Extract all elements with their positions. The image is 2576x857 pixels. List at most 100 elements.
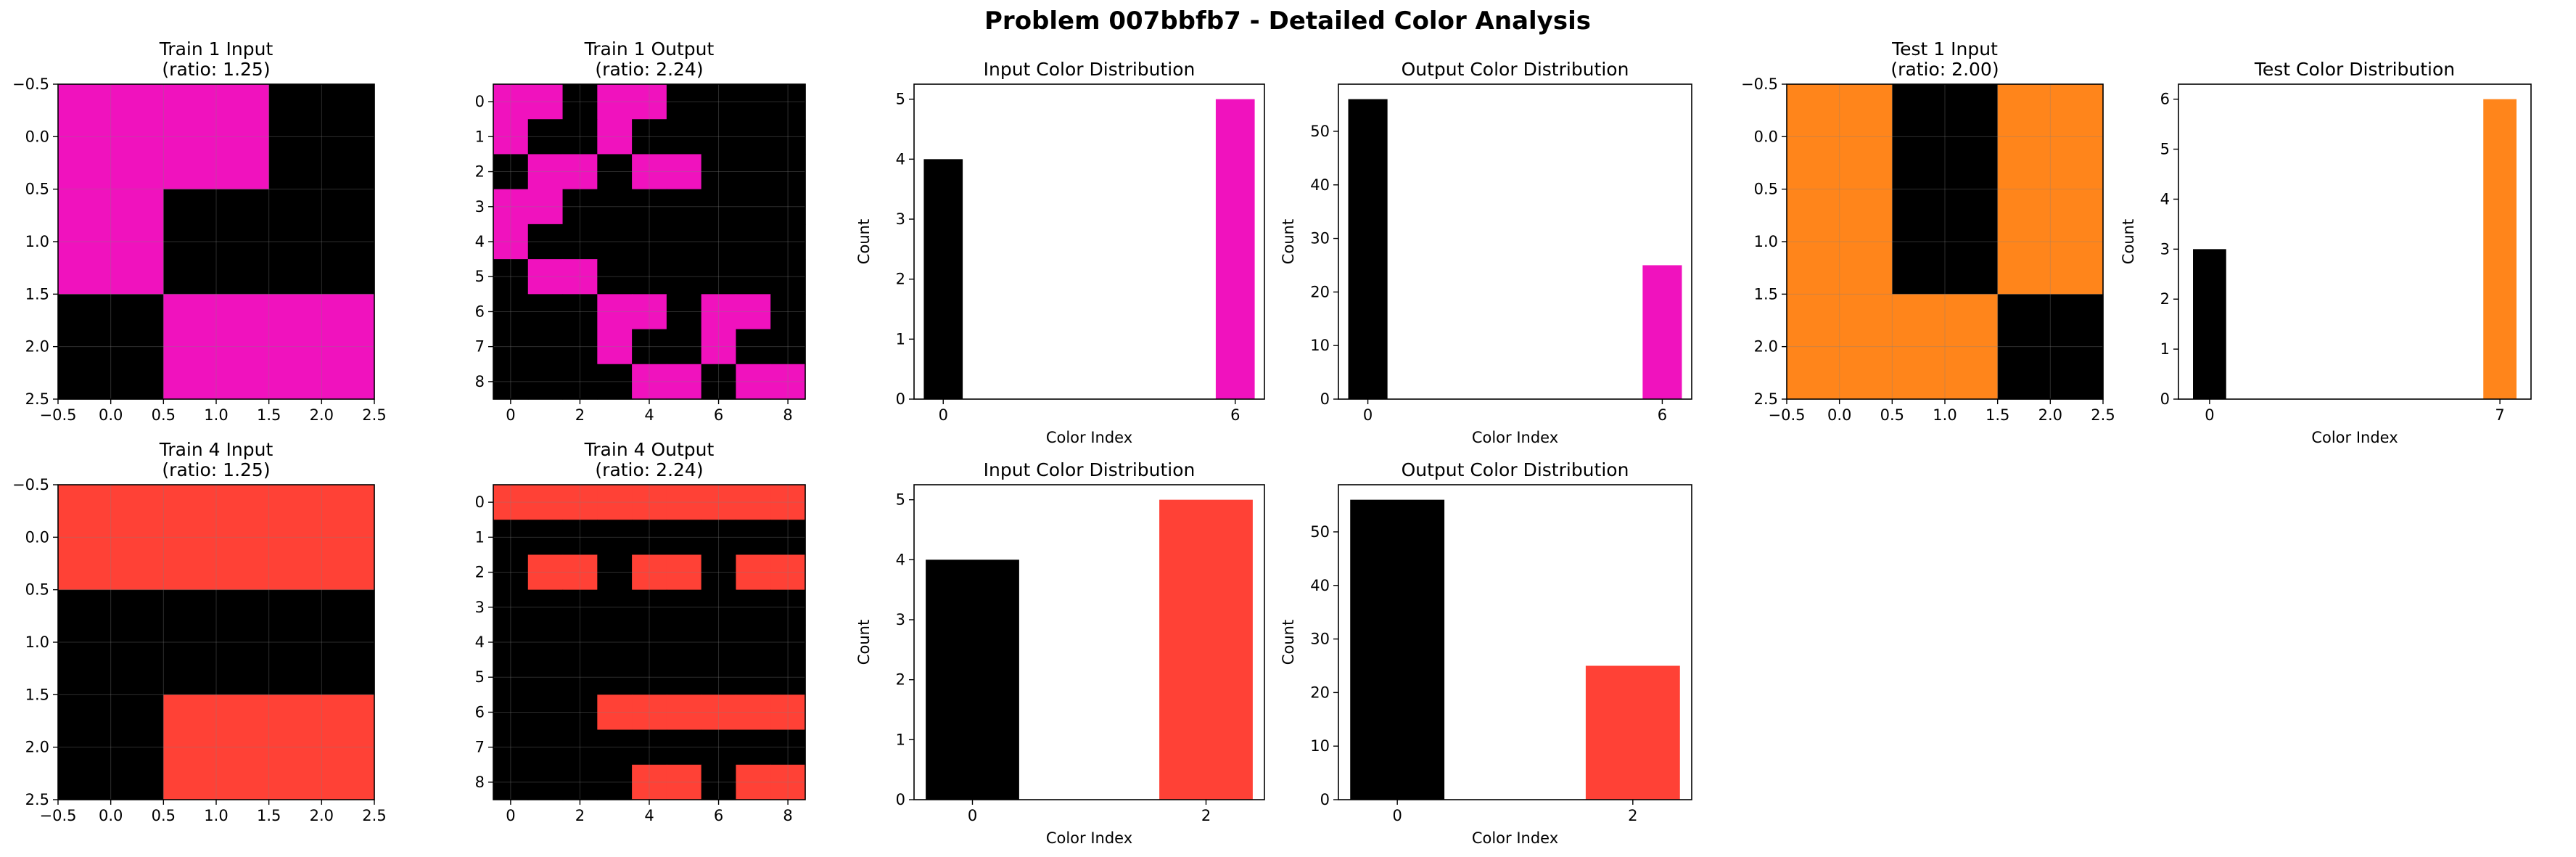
heatmap-cell	[632, 189, 667, 225]
x-tick-label: 0	[939, 406, 948, 424]
heatmap-cell	[163, 485, 270, 591]
y-tick-label: 0.0	[1754, 128, 1778, 145]
heatmap-cell	[770, 520, 806, 556]
panel-train1-input: −0.5 0.0 0.5 1.0 1.5 2.0 2.5−0.50.00.51.01.52.…	[12, 38, 387, 424]
y-tick-label: 2	[2160, 290, 2170, 308]
x-tick-label: 1.5	[257, 807, 281, 824]
heatmap-cell	[527, 485, 564, 520]
bar	[1350, 499, 1445, 800]
y-tick-label: 20	[1310, 283, 1330, 300]
heatmap-cell	[666, 189, 702, 225]
y-axis-label: Count	[2120, 219, 2137, 264]
y-tick-label: 20	[1310, 684, 1330, 701]
heatmap-cell	[597, 554, 633, 591]
y-tick-label: 0.5	[25, 581, 49, 599]
heatmap-cell	[632, 224, 667, 260]
y-tick-label: 0	[475, 93, 485, 110]
panel-test1-dist: Color Index Count 0 7 0 1 2 3 4 5 6 Test Color Dist…	[2120, 59, 2532, 446]
heatmap-cell	[666, 520, 702, 556]
heatmap-cell	[58, 189, 164, 295]
axes-frame	[2178, 83, 2532, 400]
y-tick-label: 0.5	[25, 181, 49, 198]
x-tick-label: 2	[575, 807, 585, 824]
heatmap-cell	[163, 189, 270, 295]
y-tick-label: 6	[475, 703, 485, 721]
heatmap-cell	[493, 259, 529, 295]
y-tick-label: 50	[1310, 523, 1330, 541]
heatmap-cell	[268, 694, 375, 800]
y-tick-label: 2	[475, 163, 485, 181]
heatmap-cell	[597, 259, 633, 295]
heatmap-cell	[632, 624, 667, 660]
figure-title: Problem 007bbfb7 - Detailed Color Analys…	[984, 7, 1591, 36]
heatmap-cell	[736, 189, 771, 225]
heatmap-cell	[666, 259, 702, 295]
y-tick-label: 6	[2160, 91, 2170, 108]
x-axis-label: Color Index	[1472, 429, 1558, 446]
heatmap-cell	[736, 84, 771, 120]
heatmap-cell	[701, 624, 737, 660]
heatmap-cell	[632, 364, 667, 400]
y-tick-label: 0.0	[25, 128, 49, 145]
heatmap-cell	[701, 520, 737, 556]
heatmap-cell	[597, 224, 633, 260]
y-tick-label: 2	[896, 671, 905, 689]
heatmap-cell	[597, 694, 633, 731]
heatmap-cell	[666, 224, 702, 260]
heatmap-cell	[736, 660, 771, 695]
y-tick-label: 2.5	[25, 390, 49, 408]
y-tick-label: 1.5	[25, 285, 49, 303]
y-tick-label: 2	[896, 271, 905, 288]
x-tick-label: 0	[968, 807, 977, 824]
x-tick-label: 4	[644, 406, 654, 424]
heatmap-cell	[268, 189, 375, 295]
heatmap-cell	[770, 764, 806, 800]
y-tick-label: −0.5	[12, 476, 49, 493]
panel-test1-input: −0.5 0.0 0.5 1.0 1.5 2.0 2.5−0.50.00.51.01.52.…	[1741, 38, 2115, 424]
y-tick-label: 3	[2160, 240, 2170, 258]
y-tick-label: 3	[475, 198, 485, 216]
x-tick-label: 2.0	[2038, 406, 2062, 424]
heatmap-cell	[770, 694, 806, 731]
bar	[2193, 249, 2226, 399]
panel-train1-input-dist: Color Index Count 0 6 0 1 2 3 4 5 Input Color Dist…	[855, 59, 1265, 446]
y-tick-label: 2	[475, 564, 485, 581]
heatmap-cell	[597, 764, 633, 800]
bar	[1348, 99, 1388, 399]
panel-subtitle: (ratio: 1.25)	[162, 59, 270, 80]
heatmap-cell	[58, 84, 164, 190]
heatmap-cell	[562, 294, 598, 330]
panel-title: Output Color Distribution	[1402, 459, 1629, 480]
y-tick-label: 5	[2160, 141, 2170, 158]
y-tick-label: 0.5	[1754, 181, 1778, 198]
y-tick-label: 1.0	[25, 633, 49, 651]
y-tick-label: 0	[1320, 390, 1330, 408]
axes-frame	[913, 484, 1265, 800]
heatmap-cell	[163, 84, 270, 190]
heatmap-cell	[666, 624, 702, 660]
heatmap-cell	[493, 84, 529, 120]
bar	[926, 559, 1019, 800]
heatmap-cell	[736, 485, 771, 520]
y-tick-label: 6	[475, 303, 485, 320]
panel-title: Test Color Distribution	[2254, 59, 2455, 80]
heatmap-cell	[770, 485, 806, 520]
heatmap-cell	[736, 294, 771, 330]
heatmap-cell	[562, 329, 598, 365]
heatmap-cell	[632, 329, 667, 365]
x-tick-label: 2	[1628, 807, 1637, 824]
heatmap-cell	[493, 660, 529, 695]
heatmap-cell	[701, 259, 737, 295]
x-tick-label: 6	[1658, 406, 1667, 424]
heatmap-cell	[736, 764, 771, 800]
heatmap-cell	[770, 224, 806, 260]
heatmap-cell	[666, 729, 702, 766]
x-tick-label: 8	[783, 406, 792, 424]
x-tick-label: 0.0	[99, 807, 123, 824]
panel-subtitle: (ratio: 2.24)	[595, 59, 703, 80]
panel-title: Train 4 Input	[159, 439, 273, 460]
y-tick-label: 0	[896, 791, 905, 808]
y-tick-label: 30	[1310, 230, 1330, 247]
heatmap-cell	[736, 520, 771, 556]
